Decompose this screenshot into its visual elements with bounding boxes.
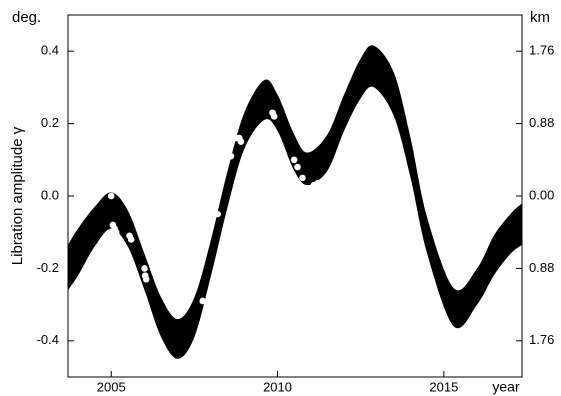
y-tick-label: 0.2 <box>41 115 59 130</box>
y-tick-label: -0.2 <box>37 260 59 275</box>
y2-tick-label: 0.00 <box>529 187 554 202</box>
y2-unit: km <box>530 9 550 26</box>
observation-point <box>299 174 306 182</box>
observation-point <box>142 275 150 283</box>
x-tick-label: 2010 <box>263 379 292 394</box>
observation-point <box>294 163 301 171</box>
y-tick-label: 0.4 <box>41 43 59 58</box>
observation-point <box>107 192 115 200</box>
x-tick-label: 2005 <box>97 379 126 394</box>
plot-area <box>68 45 522 359</box>
observation-point <box>314 180 321 187</box>
observation-point <box>141 265 148 272</box>
observation-point <box>199 297 207 305</box>
y-axis-label: Libration amplitude γ <box>9 126 26 265</box>
observation-point <box>214 210 221 218</box>
observation-point <box>112 228 120 236</box>
uncertainty-band <box>68 45 522 359</box>
y-tick-label: 0.0 <box>41 187 59 202</box>
y2-tick-label: 1.76 <box>529 43 554 58</box>
y-unit: deg. <box>12 9 41 26</box>
y2-tick-label: 1.76 <box>529 332 554 347</box>
y2-tick-label: 0.88 <box>529 115 554 130</box>
y-tick-label: -0.4 <box>37 332 59 347</box>
observation-point <box>127 236 135 243</box>
x-tick-label: 2015 <box>429 379 458 394</box>
observation-point <box>314 185 321 193</box>
observation-point <box>237 138 245 145</box>
observation-point <box>227 152 235 160</box>
x-axis-label: year <box>492 379 520 395</box>
observation-point <box>270 113 278 120</box>
y2-tick-label: 0.88 <box>529 260 554 275</box>
observation-point <box>290 156 298 164</box>
